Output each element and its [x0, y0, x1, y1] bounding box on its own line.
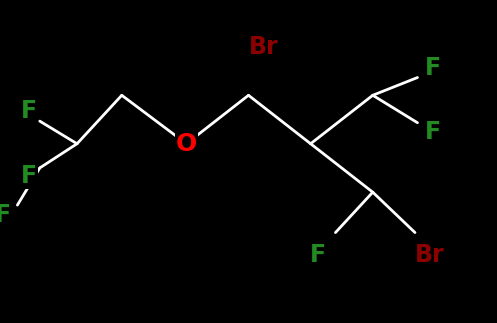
Text: F: F	[21, 164, 37, 188]
Text: F: F	[425, 120, 441, 144]
Text: Br: Br	[248, 35, 278, 59]
Text: F: F	[21, 99, 37, 123]
Text: O: O	[176, 132, 197, 156]
Text: F: F	[0, 203, 11, 227]
Text: F: F	[310, 243, 326, 267]
Text: Br: Br	[415, 243, 445, 267]
Text: F: F	[425, 56, 441, 80]
